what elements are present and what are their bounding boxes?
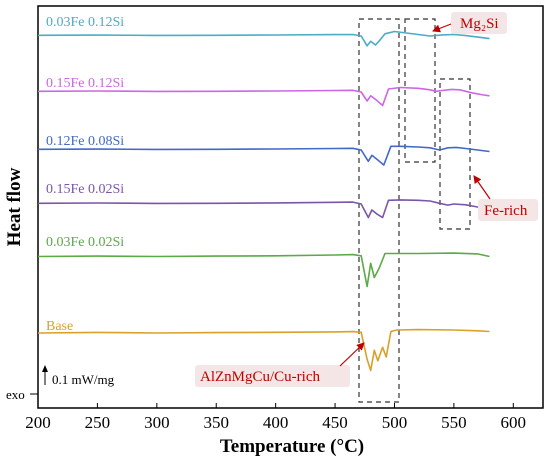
x-tick-label: 200: [25, 413, 51, 432]
fe-rich-region-box: [439, 78, 471, 230]
x-tick-label: 400: [263, 413, 289, 432]
fe-rich-label: Fe-rich: [484, 203, 528, 219]
alzn-label: AlZnMgCu/Cu-rich: [200, 369, 320, 385]
exo-label: exo: [6, 387, 25, 402]
series-line: [37, 252, 490, 288]
plot-frame: [37, 5, 544, 409]
series-line: [37, 145, 490, 166]
scale-bar-label: 0.1 mW/mg: [52, 372, 115, 387]
x-tick-label: 350: [203, 413, 229, 432]
series-line: [37, 328, 490, 372]
series-label: Base: [46, 319, 73, 334]
x-tick-label: 250: [85, 413, 111, 432]
series-label: 0.12Fe 0.08Si: [46, 134, 124, 149]
x-axis-ticks: 200 250 300 350 400 450 500 550 600: [25, 403, 526, 432]
series-label: 0.03Fe 0.12Si: [46, 15, 124, 30]
series-line: [37, 86, 490, 107]
series-labels: 0.03Fe 0.12Si 0.15Fe 0.12Si 0.12Fe 0.08Si 0…: [46, 15, 124, 334]
mg2si-label-bg: [451, 12, 507, 34]
scale-bar-arrowhead: [42, 365, 48, 372]
x-tick-label: 500: [382, 413, 408, 432]
alzn-region-box: [358, 18, 400, 403]
mg2si-label: Mg₂Si: [460, 16, 499, 32]
scale-bar: 0.1 mW/mg: [42, 365, 115, 387]
series-label: 0.03Fe 0.02Si: [46, 235, 124, 250]
x-tick-label: 300: [144, 413, 170, 432]
alzn-label-bg: [195, 365, 350, 387]
annotation-callouts: Mg₂Si Fe-rich AlZnMgCu/Cu-rich: [195, 12, 538, 387]
series-label: 0.15Fe 0.02Si: [46, 182, 124, 197]
series-line: [37, 30, 490, 47]
series-label: 0.15Fe 0.12Si: [46, 76, 124, 91]
series-layer: [37, 30, 490, 372]
alzn-arrow: [339, 342, 365, 367]
x-tick-label: 600: [501, 413, 527, 432]
x-axis-title: Temperature (°C): [220, 436, 364, 457]
x-tick-label: 550: [441, 413, 467, 432]
fe-rich-arrow: [473, 175, 491, 200]
y-axis-title: Heat flow: [4, 167, 25, 246]
series-line: [37, 199, 490, 219]
x-tick-label: 450: [322, 413, 348, 432]
fe-rich-label-bg: [478, 199, 538, 221]
annotation-boxes: [358, 18, 471, 403]
mg2si-arrow: [432, 23, 452, 33]
